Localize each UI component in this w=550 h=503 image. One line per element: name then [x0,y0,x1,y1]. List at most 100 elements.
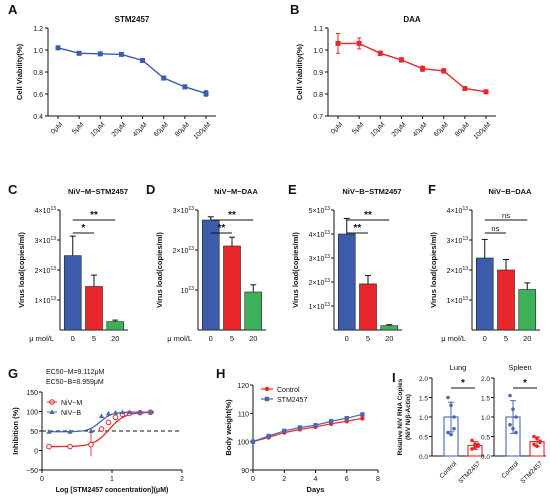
series-line-H [252,413,363,443]
data-point-G [112,409,119,415]
series-line-A [57,47,207,95]
y-tick-label-H: 90 [241,468,249,475]
data-point-I2 [511,407,515,412]
chart-title-B: DAA [403,15,421,24]
y-tick-label-C: 4×1013 [35,206,57,215]
y-tick-label-I2: 0.5 [481,435,490,442]
bar-D [244,291,263,331]
x-axis-title-H: Days [307,485,325,494]
data-point-A [140,57,146,63]
x-tick-label-C: 0 [71,334,75,343]
x-tick-label-D: 20 [249,334,257,343]
bar-C [63,255,82,331]
y-tick-label-A: 0.4 [33,114,43,121]
data-point-I1 [449,403,453,408]
chart-title-I1: Lung [450,363,467,372]
bar-F [497,269,515,331]
data-point-A [118,51,124,57]
annotation-ec50-b: EC50−B=8.959μM [46,379,104,386]
y-tick-label-A: 0.6 [33,92,43,99]
legend-marker-H [264,396,270,402]
chart-title-F: NiV−B−DAA [489,187,533,196]
x-tick-label-I2: STM2457 [519,460,544,485]
y-tick-label-C: 1×1013 [35,296,57,305]
data-point-G [88,441,94,448]
significance-label-D: ** [217,223,225,234]
bar-F [518,289,537,331]
data-point-I1 [452,415,456,419]
x-tick-label-I1: Control [438,460,458,480]
y-tick-label-B: 0.8 [313,92,323,99]
data-point-H [250,439,256,444]
x-tick-label-B: 60μM [433,121,450,138]
y-tick-label-I1: 1.0 [419,415,428,422]
y-tick-label-C: 2×1013 [35,266,57,275]
data-point-I1 [446,430,450,435]
data-point-H [297,425,303,430]
y-tick-label-E: 2×1013 [309,278,331,287]
y-tick-label-E: 1×1013 [309,302,331,311]
chart-title-I2: Spleen [508,363,531,372]
y-axis-title-G: Inhibition (%) [11,407,20,455]
y-tick-label-I1: 1.5 [419,396,428,403]
x-axis-title-G: Log [STM2457 concentration](μM) [56,487,169,494]
data-point-B [335,40,341,46]
data-point-G [46,428,52,434]
x-tick-label-B: 40μM [412,121,429,138]
x-tick-label-I2: Control [500,460,520,480]
panel-letter-G: G [8,366,18,381]
y-tick-label-G: −50 [26,468,38,475]
panel-letter-D: D [146,182,155,197]
significance-label-I1: * [461,378,465,389]
y-tick-label-D: 1013 [181,286,195,295]
data-point-I2 [514,430,518,435]
y-tick-label-G: 150 [26,390,38,397]
x-tick-label-A: 20μM [111,121,128,138]
y-axis-title-I1: Relative NiV RNA Copies [397,378,404,455]
data-point-G [88,428,94,433]
fit-curve-G [48,411,155,433]
data-point-I1 [473,445,477,450]
chart-title-A: STM2457 [115,15,150,24]
x-tick-label-F: 0 [483,334,487,343]
bar-E [380,325,399,331]
data-point-I2 [514,415,518,419]
bar-C [106,321,125,331]
significance-label-C: ** [90,210,98,221]
y-tick-label-D: 3×1013 [173,206,195,215]
x-tick-label-B: 10μM [369,121,386,138]
data-point-I1 [470,447,474,451]
x-tick-label-C: 5 [92,334,96,343]
data-point-H [344,415,349,421]
y-tick-label-D: 2×1013 [173,246,195,255]
data-point-G [98,413,105,419]
significance-label-F: ns [491,224,499,233]
x-tick-label-E: 0 [345,334,349,343]
annotation-ec50-m: EC50−M=9.112μM [46,369,105,376]
x-tick-label-H: 6 [345,476,349,483]
data-point-G [126,409,133,415]
legend-label-H: STM2457 [277,397,307,404]
panel-letter-H: H [216,366,225,381]
bar-D [223,245,241,331]
data-point-G [46,443,52,450]
y-tick-label-I2: 0.0 [481,454,490,461]
x-tick-label-B: 80μM [454,121,471,138]
x-tick-label-C: 20 [111,334,119,343]
significance-label-F: ns [502,211,510,220]
bar-D [201,219,220,331]
y-tick-label-H: 100 [237,440,249,447]
x-tick-label-E: 20 [385,334,393,343]
x-unit-label-D: μ mol/L [167,334,192,343]
significance-label-I2: * [523,378,527,389]
data-point-B [356,40,362,46]
x-tick-label-A: 0μM [50,121,65,136]
panel-letter-B: B [290,2,299,17]
significance-label-C: * [81,223,85,234]
data-point-I1 [476,442,480,447]
x-tick-label-A: 40μM [132,121,149,138]
data-point-I1 [449,432,453,437]
y-tick-label-E: 3×1013 [309,254,331,263]
x-tick-label-A: 80μM [174,121,191,138]
x-tick-label-F: 20 [523,334,531,343]
